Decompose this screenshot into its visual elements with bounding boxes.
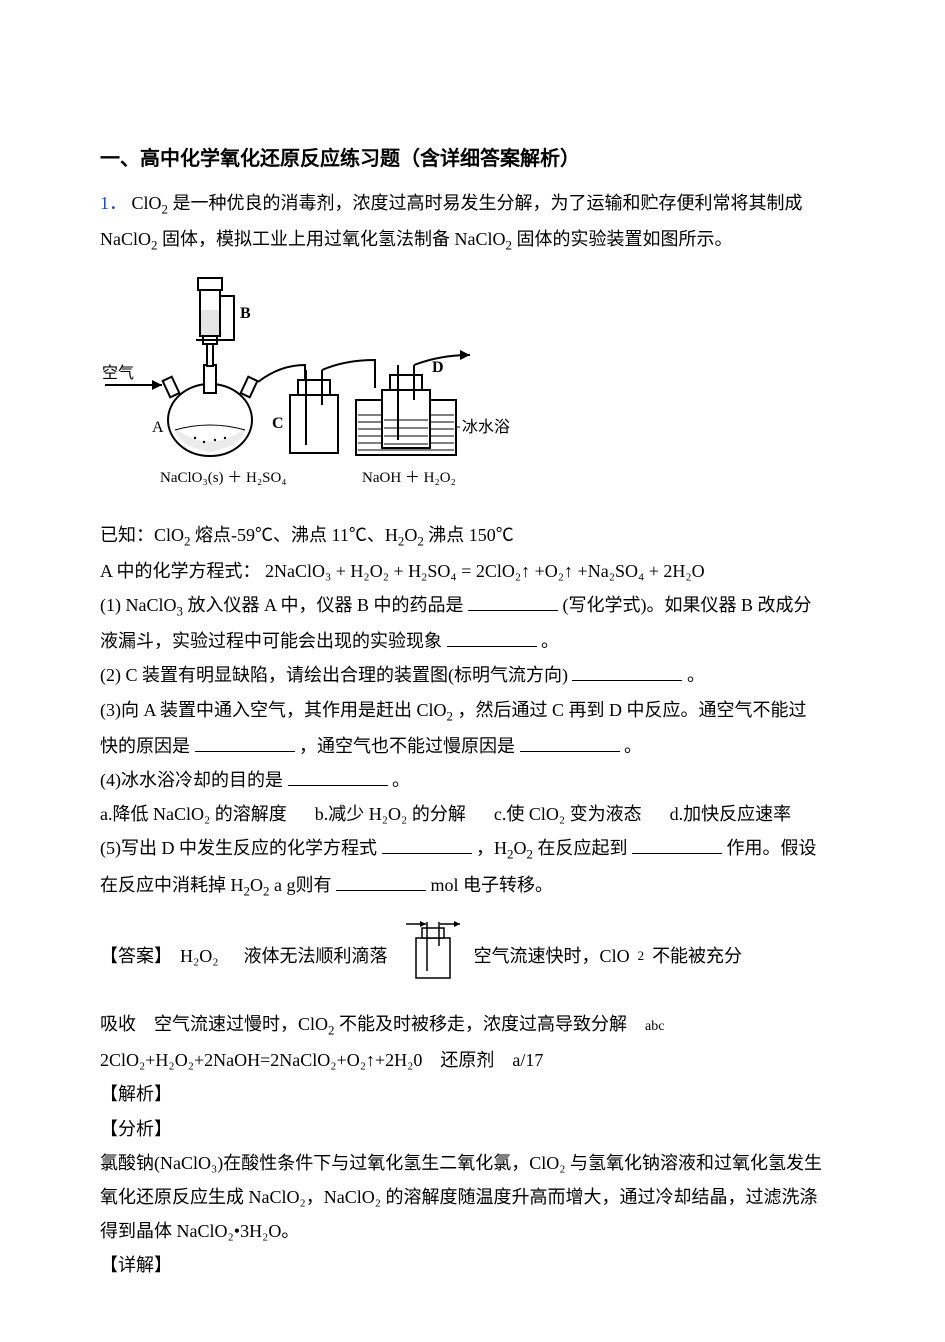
blank-5c [336, 870, 426, 891]
equation-a-formula: 2NaClO₃ + H₂O₂ + H₂SO₄ = 2ClO₂↑ +O₂↑ +Na… [265, 561, 705, 581]
question-number: 1． [100, 193, 127, 213]
blank-1a [468, 590, 558, 611]
blank-4 [288, 765, 388, 786]
apparatus-svg: 空气 A [100, 270, 520, 500]
bottle-c: C [272, 370, 338, 453]
blank-3b [520, 731, 620, 752]
options-row: a.降低 NaClO₂ 的溶解度 b.减少 H₂O₂ 的分解 c.使 ClO₂ … [100, 797, 845, 831]
answer-2: 液体无法顺利滴落 [244, 939, 388, 973]
analysis-1: 氯酸钠(NaClO₃)在酸性条件下与过氧化氢生二氧化氯，ClO₂ 与氢氧化钠溶液… [100, 1146, 845, 1180]
blank-2 [572, 661, 682, 682]
question-lead: 1． ClO2 是一种优良的消毒剂，浓度过高时易发生分解，为了运输和贮存便利常将… [100, 186, 845, 222]
part-3b: 快的原因是 ，通空气也不能过慢原因是 。 [100, 729, 845, 763]
blank-3a [195, 731, 295, 752]
blank-1b [447, 626, 537, 647]
apparatus-diagram: 空气 A [100, 270, 845, 511]
ice-bath: 冰水浴 [356, 400, 510, 455]
analysis-3: 得到晶体 NaClO₂•3H₂O。 [100, 1214, 845, 1248]
part-4: (4)冰水浴冷却的目的是 。 [100, 763, 845, 797]
answer-mol: a/17 [512, 1050, 543, 1070]
reagent-right: NaOH ＋ H₂O₂ [362, 470, 456, 486]
part-5b: 在反应中消耗掉 H2O2 a g则有 mol 电子转移。 [100, 868, 845, 904]
bottle-d [382, 365, 430, 448]
option-a: a.降低 NaClO₂ 的溶解度 [100, 797, 287, 831]
label-d: D [432, 359, 444, 376]
part-1: (1) NaClO3 放入仪器 A 中，仪器 B 中的药品是 (写化学式)。如果… [100, 588, 845, 624]
known-line: 已知：ClO2 熔点-59℃、沸点 11℃、H2O2 沸点 150℃ [100, 518, 845, 554]
part-1b: 液漏斗，实验过程中可能会出现的实验现象 。 [100, 624, 845, 658]
part-2: (2) C 装置有明显缺陷，请绘出合理的装置图(标明气流方向) 。 [100, 658, 845, 692]
option-d: d.加快反应速率 [670, 797, 792, 831]
part-3: (3)向 A 装置中通入空气，其作用是赶出 ClO2 ，然后通过 C 再到 D … [100, 693, 845, 729]
answer-line-1: 【答案】 H₂O₂ 液体无法顺利滴落 空气流速快时，ClO2 不能被充分 [100, 916, 845, 997]
answer-equation: 2ClO₂+H₂O₂+2NaOH=2NaClO₂+O₂↑+2H₂0 [100, 1050, 422, 1070]
answer-label: 【答案】 [100, 939, 172, 973]
lead-text-1: 是一种优良的消毒剂，浓度过高时易发生分解，为了运输和贮存便利常将其制成 [173, 193, 803, 213]
label-c: C [272, 415, 284, 432]
answer-1: H₂O₂ [180, 939, 219, 973]
funnel-b: B [196, 278, 251, 366]
blank-5b [632, 834, 722, 855]
equation-a: A 中的化学方程式： 2NaClO₃ + H₂O₂ + H₂SO₄ = 2ClO… [100, 554, 845, 588]
formula-naclo2: NaClO2 [100, 229, 157, 249]
blank-5a [382, 834, 472, 855]
question-lead-2: NaClO2 固体，模拟工业上用过氧化氢法制备 NaClO2 固体的实验装置如图… [100, 222, 845, 258]
answer-3b: 不能被充分 [652, 939, 742, 973]
jiexi-label: 【解析】 [100, 1077, 845, 1111]
option-b: b.减少 H₂O₂ 的分解 [315, 797, 466, 831]
answer-abc: abc [645, 1019, 664, 1034]
answer-3a: 空气流速快时，ClO [474, 939, 630, 973]
part-5: (5)写出 D 中发生反应的化学方程式 ，H2O2 在反应起到 作用。假设 [100, 831, 845, 867]
reagent-left: NaClO₃(s) ＋ H₂SO₄ [160, 470, 287, 486]
lead-text-2: 固体，模拟工业上用过氧化氢法制备 NaClO [162, 229, 506, 249]
xiangjie-label: 【详解】 [100, 1248, 845, 1282]
option-c: c.使 ClO₂ 变为液态 [494, 797, 642, 831]
ice-bath-label: 冰水浴 [462, 418, 510, 436]
document-page: 一、高中化学氧化还原反应练习题（含详细答案解析） 1． ClO2 是一种优良的消… [0, 0, 945, 1342]
answer-reductant: 还原剂 [440, 1050, 494, 1070]
analysis-2: 氧化还原反应生成 NaClO₂，NaClO₂ 的溶解度随温度升高而增大，通过冷却… [100, 1180, 845, 1214]
air-label: 空气 [102, 364, 134, 382]
lead-text-3: 固体的实验装置如图所示。 [516, 229, 732, 249]
label-a: A [152, 419, 164, 436]
fenxi-label: 【分析】 [100, 1112, 845, 1146]
answer-line-3: 2ClO₂+H₂O₂+2NaOH=2NaClO₂+O₂↑+2H₂0 还原剂 a/… [100, 1043, 845, 1077]
label-b: B [240, 305, 251, 322]
formula-clo2: ClO2 [132, 193, 169, 213]
answer-bottle-diagram [396, 916, 466, 997]
flask-a: A [152, 365, 257, 456]
section-title: 一、高中化学氧化还原反应练习题（含详细答案解析） [100, 140, 845, 178]
answer-line-2: 吸收 空气流速过慢时，ClO2 不能及时被移走，浓度过高导致分解 abc [100, 1007, 845, 1043]
